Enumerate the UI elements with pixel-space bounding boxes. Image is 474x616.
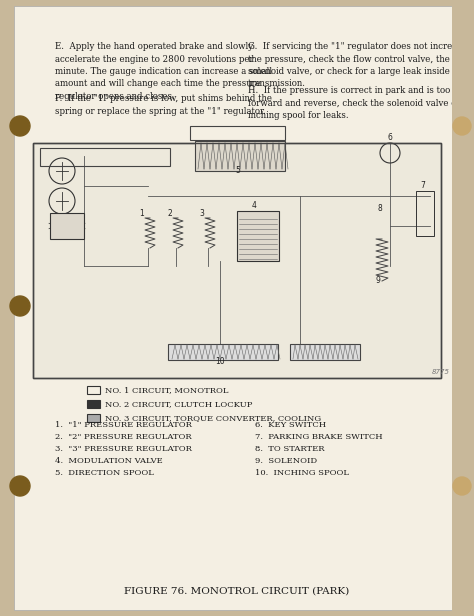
Bar — [50, 213, 84, 239]
Bar — [195, 141, 285, 171]
Text: 10.  INCHING SPOOL: 10. INCHING SPOOL — [255, 469, 349, 477]
Text: 10: 10 — [215, 357, 225, 366]
Bar — [87, 386, 100, 394]
Text: 8775: 8775 — [432, 369, 450, 375]
Text: NO. 3 CIRCUIT, TORQUE CONVERTER, COOLING: NO. 3 CIRCUIT, TORQUE CONVERTER, COOLING — [105, 414, 321, 422]
Text: 3: 3 — [200, 209, 204, 218]
Text: 1.  "1" PRESSURE REGULATOR: 1. "1" PRESSURE REGULATOR — [55, 421, 192, 429]
Text: 4: 4 — [252, 201, 256, 210]
Text: 2: 2 — [168, 209, 173, 218]
Bar — [452, 0, 474, 616]
Bar — [33, 143, 441, 378]
Text: 5.  DIRECTION SPOOL: 5. DIRECTION SPOOL — [55, 469, 154, 477]
Circle shape — [10, 476, 30, 496]
Text: E.  Apply the hand operated brake and slowly
accelerate the engine to 2800 revol: E. Apply the hand operated brake and slo… — [55, 42, 272, 101]
Text: 5: 5 — [236, 166, 240, 175]
Circle shape — [453, 117, 471, 135]
Text: 9.  SOLENOID: 9. SOLENOID — [255, 457, 317, 465]
Text: 4.  MODULATION VALVE: 4. MODULATION VALVE — [55, 457, 163, 465]
Circle shape — [10, 116, 30, 136]
Bar — [33, 143, 441, 378]
Text: F.  If the "1" pressure is low, put shims behind the
spring or replace the sprin: F. If the "1" pressure is low, put shims… — [55, 94, 272, 116]
Bar — [190, 126, 285, 140]
Text: 6: 6 — [388, 133, 393, 142]
Bar — [290, 344, 360, 360]
Text: NO. 1 CIRCUIT, MONOTROL: NO. 1 CIRCUIT, MONOTROL — [105, 386, 228, 394]
Text: 6.  KEY SWITCH: 6. KEY SWITCH — [255, 421, 326, 429]
Bar — [87, 400, 100, 408]
Text: 7.  PARKING BRAKE SWITCH: 7. PARKING BRAKE SWITCH — [255, 433, 383, 441]
Bar — [87, 414, 100, 422]
Text: 8: 8 — [378, 204, 383, 213]
Text: 1: 1 — [140, 209, 145, 218]
Text: 3.  "3" PRESSURE REGULATOR: 3. "3" PRESSURE REGULATOR — [55, 445, 192, 453]
Text: H.  If the pressure is correct in park and is too low in
forward and reverse, ch: H. If the pressure is correct in park an… — [248, 86, 474, 120]
Circle shape — [453, 477, 471, 495]
Text: 2.  "2" PRESSURE REGULATOR: 2. "2" PRESSURE REGULATOR — [55, 433, 191, 441]
Circle shape — [10, 296, 30, 316]
Text: FIGURE 76. MONOTROL CIRCUIT (PARK): FIGURE 76. MONOTROL CIRCUIT (PARK) — [124, 587, 350, 596]
Text: 8.  TO STARTER: 8. TO STARTER — [255, 445, 325, 453]
Bar — [40, 148, 170, 166]
Text: NO. 2 CIRCUIT, CLUTCH LOCKUP: NO. 2 CIRCUIT, CLUTCH LOCKUP — [105, 400, 252, 408]
Text: 7: 7 — [420, 181, 425, 190]
Bar — [237, 211, 279, 261]
Text: G.  If servicing the "1" regulator does not increase
the pressure, check the flo: G. If servicing the "1" regulator does n… — [248, 42, 467, 89]
Text: 9: 9 — [376, 276, 381, 285]
Bar — [416, 191, 434, 236]
Bar — [168, 344, 278, 360]
Polygon shape — [14, 6, 460, 610]
